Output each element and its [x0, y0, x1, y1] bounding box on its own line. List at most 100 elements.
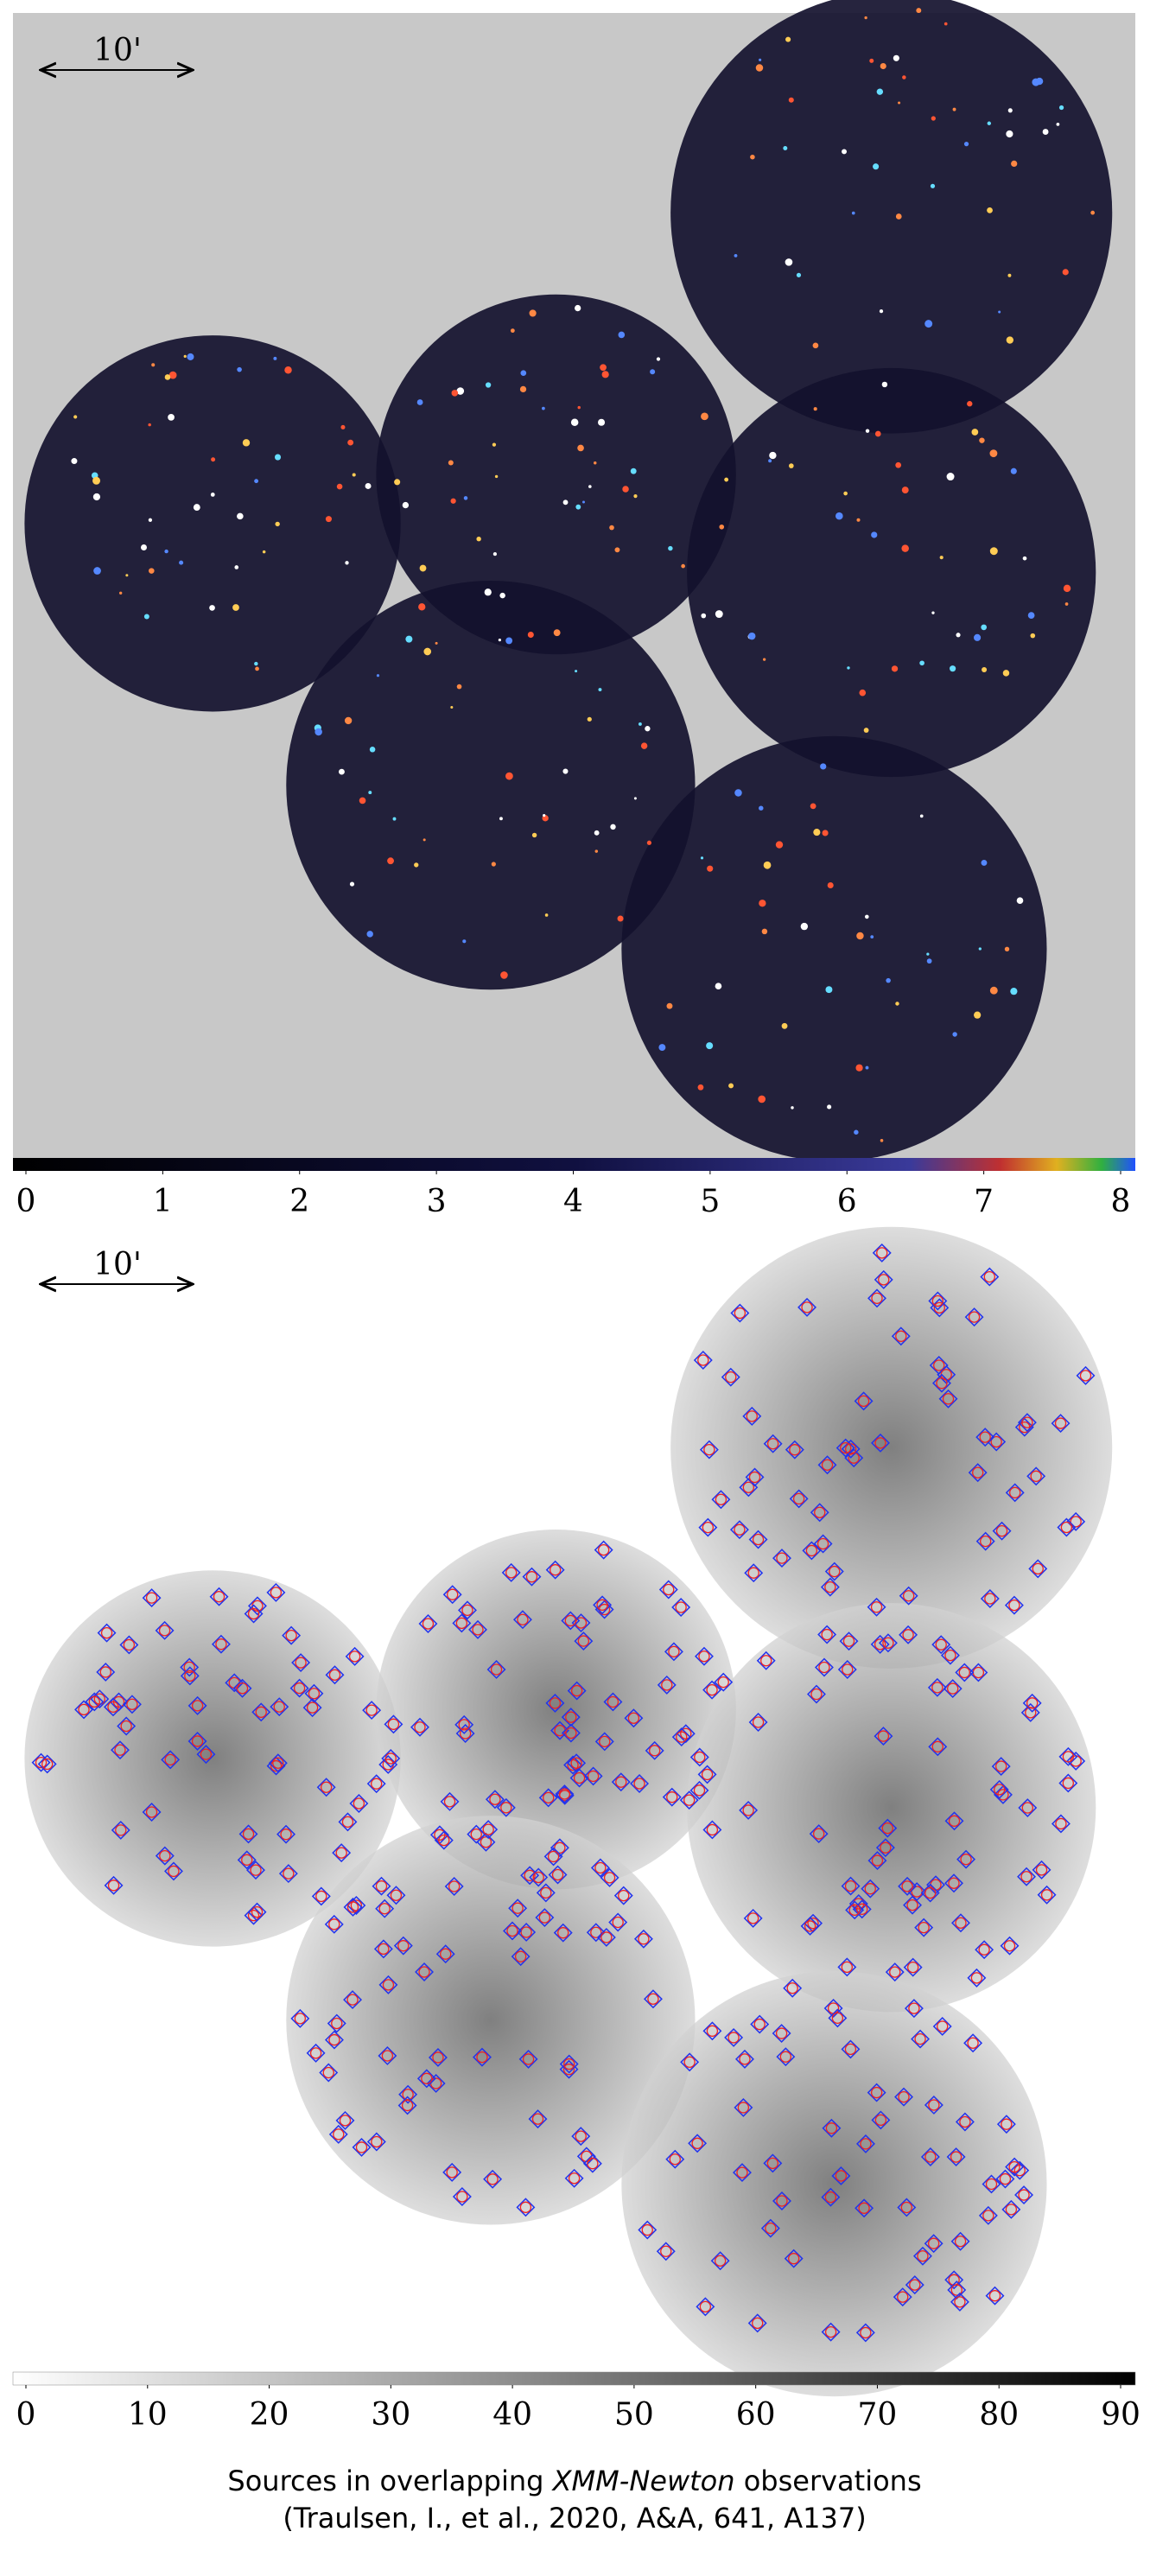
source	[701, 412, 708, 421]
source-marker	[1014, 1417, 1034, 1437]
source-marker	[842, 1663, 854, 1676]
source-marker	[603, 1872, 616, 1884]
source-marker	[721, 1367, 740, 1387]
source-marker	[331, 2017, 343, 2030]
source-marker	[1017, 1867, 1036, 1886]
source-marker	[698, 1517, 718, 1537]
source-marker	[514, 1950, 527, 1962]
source-marker	[985, 2178, 998, 2191]
source-marker	[528, 2109, 548, 2129]
source-marker	[837, 1660, 857, 1679]
source-marker	[814, 1506, 826, 1518]
source	[402, 501, 410, 509]
source-marker	[548, 1865, 568, 1885]
source	[587, 716, 592, 722]
source	[622, 486, 629, 493]
source-marker	[943, 1679, 963, 1699]
source-marker	[828, 2008, 848, 2028]
source	[820, 763, 827, 770]
source-marker	[658, 1580, 678, 1600]
mosaic	[24, 0, 1113, 1162]
source-marker	[752, 2317, 764, 2330]
source-marker	[554, 1841, 566, 1854]
colorbar-tick-label: 60	[736, 2397, 776, 2433]
source-marker	[950, 2284, 963, 2296]
source	[510, 328, 515, 334]
source-marker	[328, 1918, 340, 1930]
source	[347, 439, 354, 446]
source	[349, 881, 355, 887]
source	[974, 1011, 982, 1019]
source-marker	[990, 1435, 1002, 1448]
source-marker	[1001, 2118, 1013, 2130]
source-marker	[955, 1663, 975, 1682]
source-marker	[802, 1541, 822, 1561]
source-marker	[748, 1713, 768, 1732]
source-marker	[476, 2051, 488, 2064]
source-marker	[567, 1753, 587, 1773]
source-marker	[917, 2250, 929, 2262]
source-marker	[365, 1704, 378, 1716]
source-marker	[666, 1791, 678, 1803]
colorbar-tick-label: 8	[1111, 1184, 1131, 1219]
source-marker	[693, 1784, 706, 1797]
source-marker	[97, 1623, 117, 1643]
source-marker	[926, 1875, 945, 1895]
source	[1002, 670, 1010, 677]
source	[859, 689, 867, 696]
source-marker	[763, 2153, 783, 2173]
source	[527, 632, 534, 639]
source-marker	[529, 1867, 549, 1887]
source-marker	[907, 1961, 919, 1974]
source-marker	[111, 1740, 130, 1760]
source-marker	[1017, 1413, 1037, 1433]
source	[500, 971, 508, 979]
source-marker	[456, 2191, 468, 2203]
source-marker	[333, 2128, 345, 2140]
source-marker	[322, 2066, 334, 2079]
source	[981, 859, 988, 866]
source-marker	[1066, 1751, 1086, 1771]
source-marker	[547, 1850, 560, 1863]
source-marker	[270, 1697, 289, 1717]
source-marker	[577, 1635, 590, 1647]
source-marker	[954, 2296, 966, 2308]
source-marker	[766, 2157, 778, 2170]
source-marker	[503, 1921, 522, 1941]
source-marker	[1037, 1885, 1057, 1905]
source-marker	[444, 1877, 464, 1896]
source-marker	[911, 1886, 923, 1898]
source-marker	[935, 1638, 947, 1651]
source-marker	[835, 1438, 855, 1458]
source-marker	[824, 2325, 837, 2338]
source	[273, 356, 277, 360]
source-marker	[897, 2291, 909, 2303]
source	[237, 366, 242, 372]
source-marker	[473, 2047, 492, 2067]
caption-italic: XMM-Newton	[551, 2465, 735, 2497]
field	[687, 367, 1096, 778]
source-marker	[944, 1649, 956, 1662]
source-marker	[381, 1748, 401, 1768]
source-marker	[122, 1695, 142, 1714]
source-marker	[699, 2300, 712, 2313]
source-marker	[848, 1904, 861, 1916]
source-marker	[327, 2013, 346, 2033]
source-marker	[1001, 2199, 1021, 2219]
source-marker	[627, 1712, 640, 1724]
source-marker	[371, 1778, 383, 1790]
source	[234, 565, 239, 569]
source	[588, 485, 592, 488]
source-marker	[283, 1867, 295, 1880]
source	[967, 401, 973, 407]
source-marker	[242, 1828, 255, 1841]
source	[499, 592, 505, 599]
source-marker	[384, 1752, 397, 1765]
source-marker	[536, 1883, 556, 1903]
source-marker	[155, 1846, 175, 1866]
source-marker	[590, 1858, 610, 1878]
source	[874, 430, 881, 437]
source-marker	[563, 1755, 583, 1775]
source-marker	[319, 2063, 339, 2083]
